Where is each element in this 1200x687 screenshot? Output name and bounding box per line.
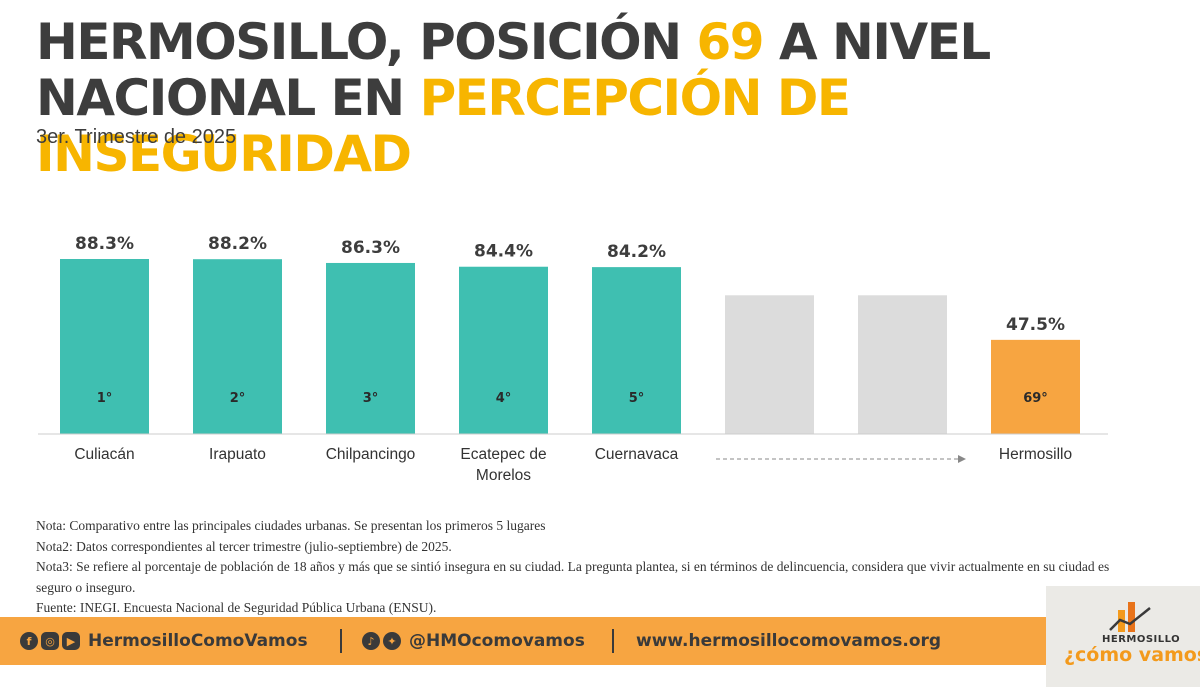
bar-2: [193, 259, 282, 434]
bar-3: [326, 262, 415, 434]
category-label: Hermosillo: [999, 446, 1072, 463]
category-label: Morelos: [476, 467, 531, 484]
facebook-handle[interactable]: HermosilloComoVamos: [88, 631, 308, 651]
bar-5: [592, 267, 681, 434]
logo-line-2: ¿cómo vamos?: [1064, 644, 1200, 666]
logo-bars-icon: [1109, 602, 1151, 632]
title-highlight-rank: 69: [696, 13, 764, 71]
page-subtitle: 3er. Trimestre de 2025: [36, 126, 237, 148]
bar-chart: 88.3% 1° Culiacán 88.2% 2° Irapuato 86.3% 3° Chi…: [38, 234, 1108, 484]
notes-section: Nota: Comparativo entre las principales …: [36, 516, 1146, 619]
value-label: 86.3%: [341, 238, 400, 258]
category-label: Cuernavaca: [595, 446, 679, 463]
twitter-icon[interactable]: ✦: [383, 632, 401, 650]
note-3: Nota3: Se refiere al porcentaje de pobla…: [36, 559, 1110, 595]
website-link[interactable]: www.hermosillocomovamos.org: [636, 631, 942, 651]
logo-line-1: HERMOSILLO: [1102, 634, 1181, 645]
rank-label: 4°: [496, 391, 512, 406]
footer-facebook-group: f ◎ ▶ HermosilloComoVamos: [20, 617, 308, 665]
note-2: Nota2: Datos correspondientes al tercer …: [36, 538, 452, 554]
rank-label: 2°: [230, 391, 246, 406]
value-label: 47.5%: [1006, 315, 1065, 335]
facebook-icon[interactable]: f: [20, 632, 38, 650]
rank-label: 1°: [97, 391, 113, 406]
category-label: Culiacán: [74, 446, 134, 463]
note-source: Fuente: INEGI. Encuesta Nacional de Segu…: [36, 600, 437, 615]
footer-divider: [340, 629, 342, 653]
value-label: 84.2%: [607, 242, 666, 262]
footer-bar: f ◎ ▶ HermosilloComoVamos ♪ ✦ @HMOcomova…: [0, 617, 1200, 665]
value-label: 84.4%: [474, 242, 533, 262]
placeholder-bar: [858, 295, 947, 434]
bar-8: [991, 339, 1080, 434]
footer-divider: [612, 629, 614, 653]
title-part-1: HERMOSILLO, POSICIÓN: [36, 13, 697, 71]
category-label: Irapuato: [209, 446, 266, 463]
bar-1: [60, 259, 149, 434]
note-1: Nota: Comparativo entre las principales …: [36, 518, 546, 533]
placeholder-bar: [725, 295, 814, 434]
title-part-2: A NIVEL NACIONAL EN: [36, 13, 991, 127]
category-label: Chilpancingo: [326, 446, 416, 463]
logo: HERMOSILLO ¿cómo vamos?: [1046, 586, 1200, 687]
youtube-icon[interactable]: ▶: [62, 632, 80, 650]
footer-website-group: www.hermosillocomovamos.org: [636, 617, 941, 665]
rank-label: 3°: [363, 391, 379, 406]
title-highlight-topic: PERCEPCIÓN DE INSEGURIDAD: [36, 69, 851, 183]
rank-label: 5°: [629, 391, 645, 406]
value-label: 88.3%: [75, 234, 134, 254]
tiktok-icon[interactable]: ♪: [362, 632, 380, 650]
instagram-icon[interactable]: ◎: [41, 632, 59, 650]
footer-twitter-group: ♪ ✦ @HMOcomovamos: [362, 617, 585, 665]
value-label: 88.2%: [208, 234, 267, 254]
bar-4: [459, 266, 548, 434]
twitter-handle[interactable]: @HMOcomovamos: [409, 631, 585, 651]
rank-label: 69°: [1023, 391, 1048, 406]
ranking-arrow-head: [958, 455, 966, 463]
page-title: HERMOSILLO, POSICIÓN 69 A NIVEL NACIONAL…: [36, 14, 1186, 182]
category-label: Ecatepec de: [460, 446, 546, 463]
